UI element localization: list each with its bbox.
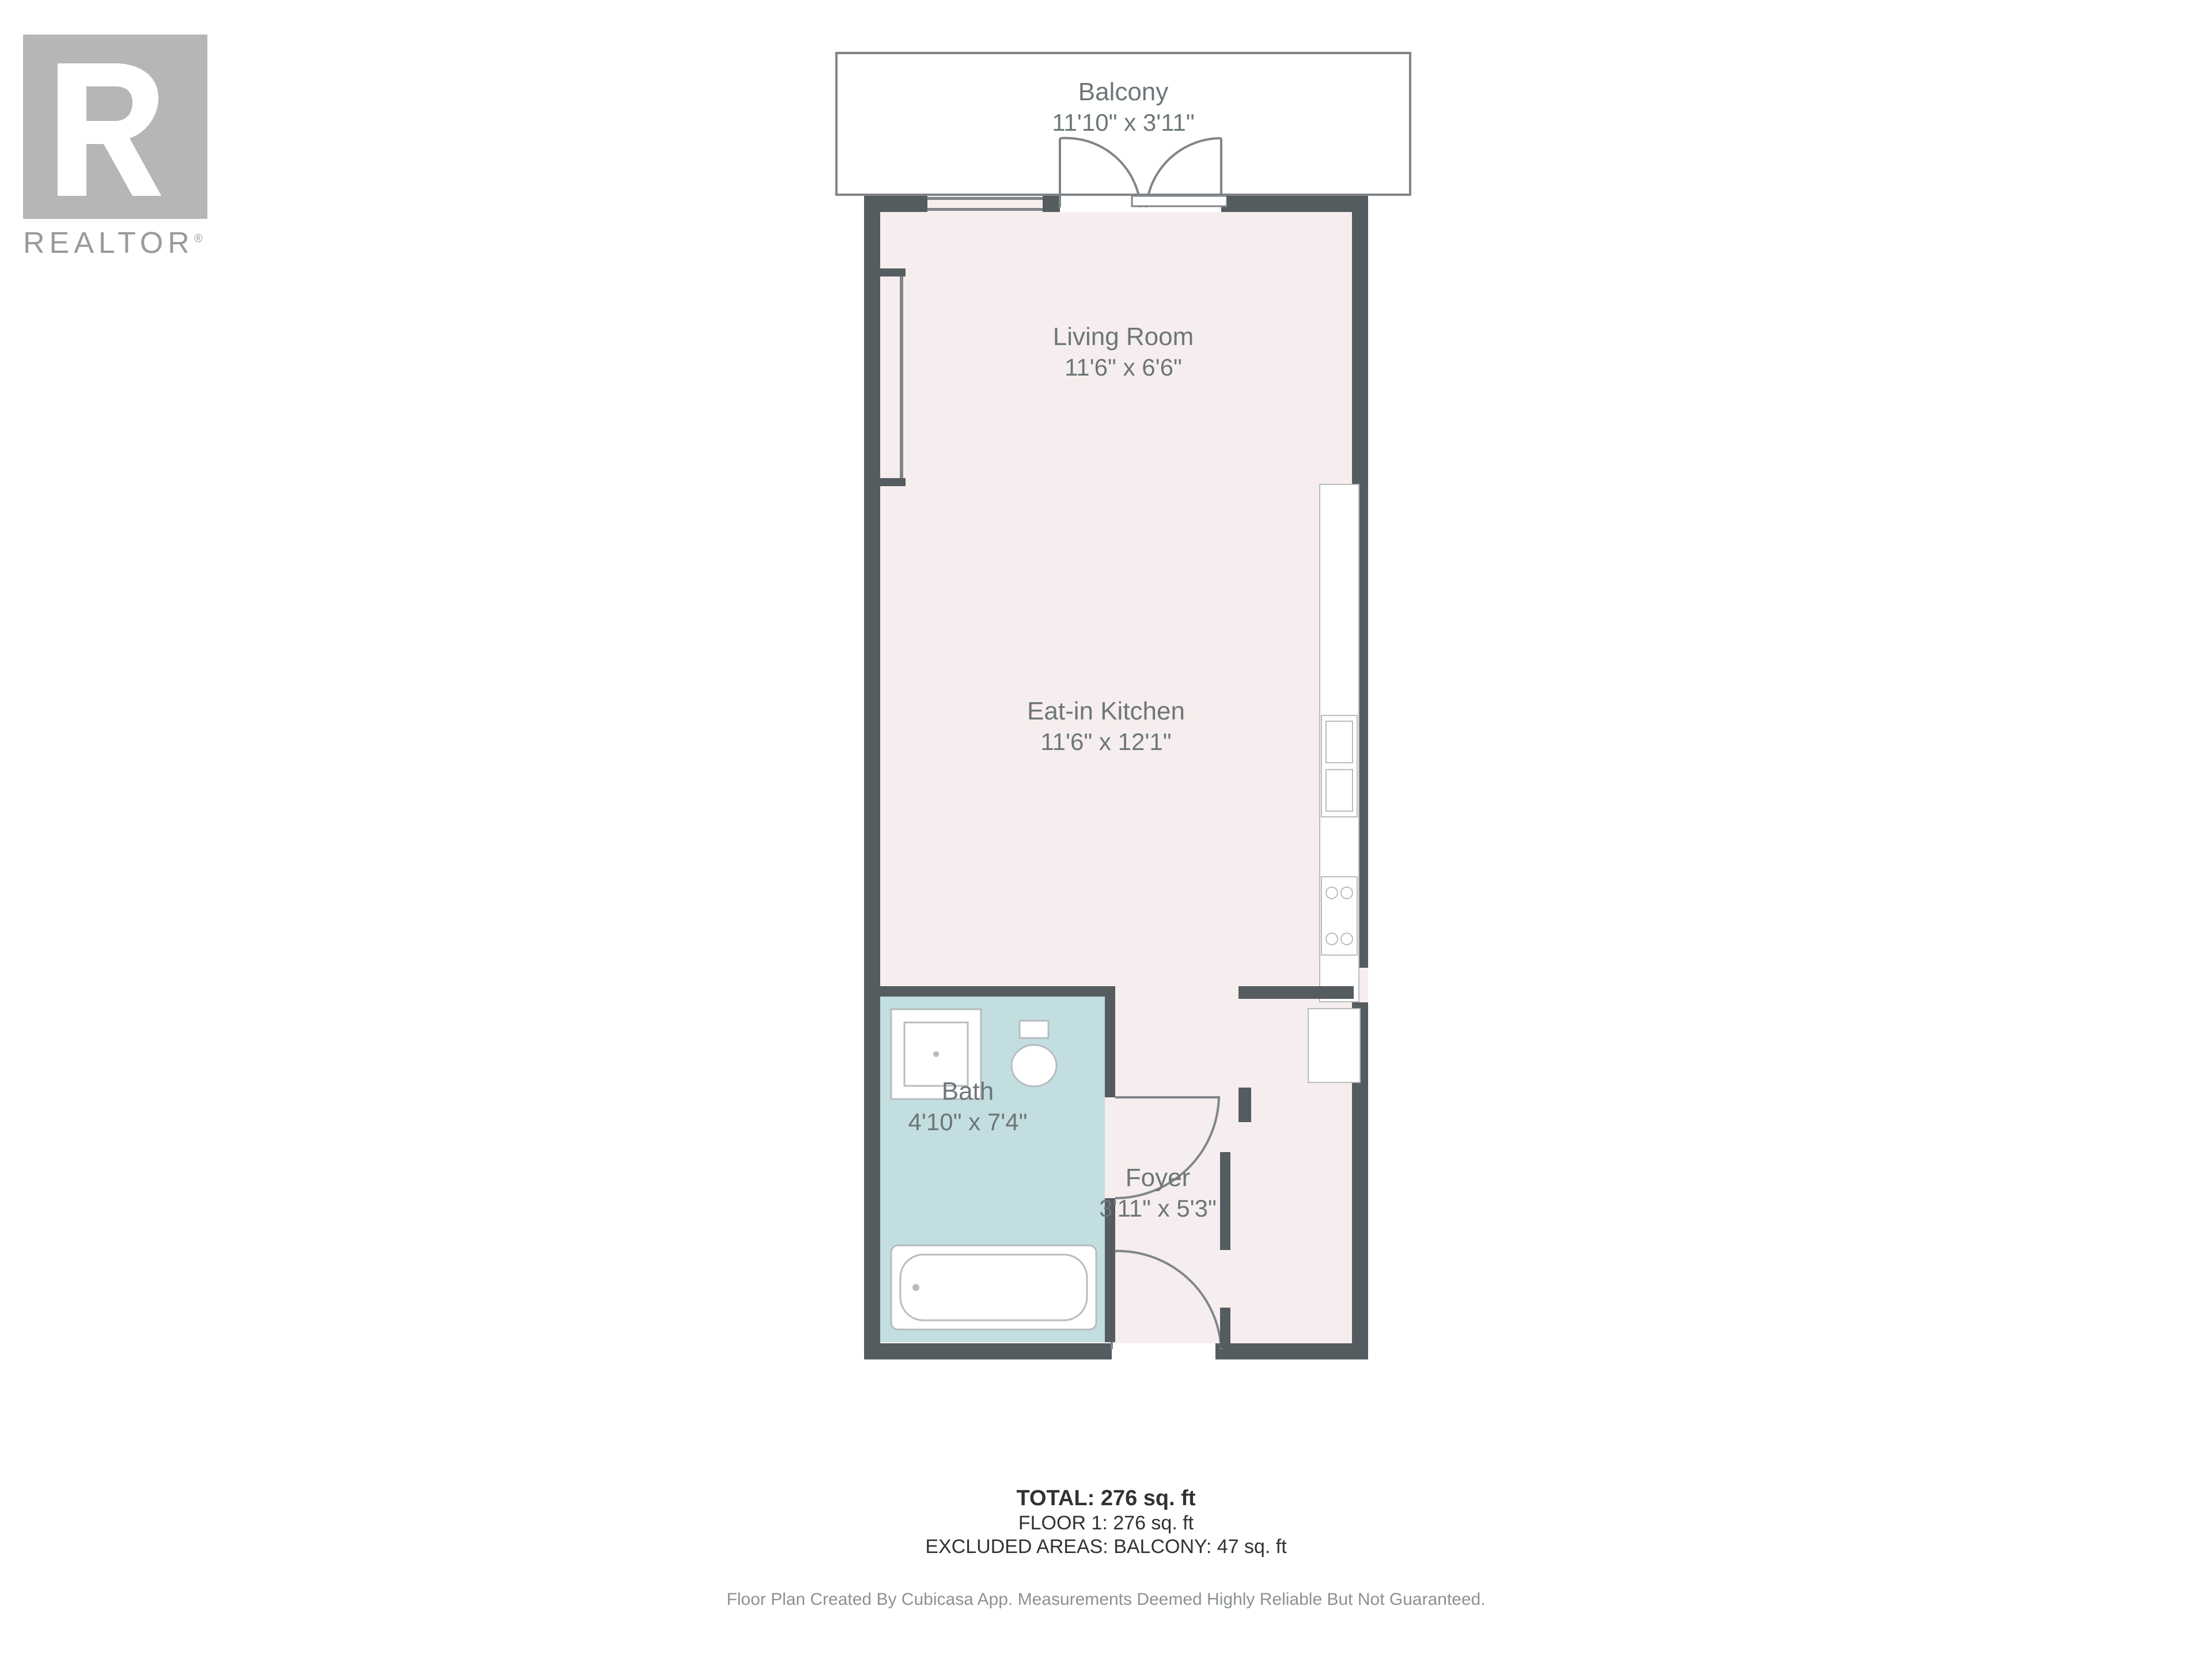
room-name: Eat-in Kitchen bbox=[991, 697, 1221, 726]
room-dim: 11'6" x 12'1" bbox=[991, 728, 1221, 756]
room-label-kitchen: Eat-in Kitchen11'6" x 12'1" bbox=[991, 697, 1221, 756]
wall-left bbox=[864, 196, 880, 1359]
room-label-living: Living Room 11'6" x 6'6" bbox=[1008, 323, 1238, 381]
entry-door-icon bbox=[1106, 1240, 1233, 1355]
realtor-logo: REALTOR® bbox=[23, 35, 207, 260]
closet-bot bbox=[880, 478, 906, 486]
registered-icon: ® bbox=[194, 233, 207, 245]
footer-totals: TOTAL: 276 sq. ft FLOOR 1: 276 sq. ft EX… bbox=[0, 1486, 2212, 1558]
bath-wall-top bbox=[880, 986, 1115, 997]
total-value: 276 sq. ft bbox=[1101, 1486, 1196, 1510]
room-label-foyer: Foyer 3'11" x 5'3" bbox=[1043, 1164, 1273, 1222]
room-name: Balcony bbox=[1008, 78, 1238, 107]
letter-r-icon bbox=[46, 58, 161, 202]
closet-top bbox=[880, 268, 906, 276]
bathtub-icon bbox=[890, 1244, 1097, 1331]
total-line: TOTAL: 276 sq. ft bbox=[0, 1486, 2212, 1511]
closet-door-line bbox=[900, 276, 903, 478]
room-name: Bath bbox=[853, 1077, 1083, 1106]
realtor-label: REALTOR bbox=[23, 226, 194, 260]
foyer-wall-right-gap bbox=[1220, 1250, 1230, 1308]
realtor-logo-box bbox=[23, 35, 207, 219]
room-dim: 3'11" x 5'3" bbox=[1043, 1195, 1273, 1222]
stub-wall-1 bbox=[1238, 986, 1354, 999]
room-dim: 11'6" x 6'6" bbox=[1008, 354, 1238, 381]
room-label-balcony: Balcony11'10" x 3'11" bbox=[1008, 78, 1238, 137]
room-name: Living Room bbox=[1008, 323, 1238, 351]
stove-icon bbox=[1320, 876, 1358, 956]
room-dim: 11'10" x 3'11" bbox=[1008, 109, 1238, 137]
floor1-line: FLOOR 1: 276 sq. ft bbox=[0, 1512, 2212, 1535]
total-label: TOTAL: bbox=[1016, 1486, 1094, 1510]
realtor-text: REALTOR® bbox=[23, 226, 207, 260]
floor-plan: Balcony11'10" x 3'11" Living Room 11'6" x … bbox=[835, 52, 1411, 1377]
window-left-line1 bbox=[927, 197, 1043, 200]
stub-wall-2 bbox=[1238, 1088, 1251, 1122]
disclaimer: Floor Plan Created By Cubicasa App. Meas… bbox=[0, 1590, 2212, 1609]
excluded-line: EXCLUDED AREAS: BALCONY: 47 sq. ft bbox=[0, 1536, 2212, 1558]
window-left-line2 bbox=[927, 208, 1043, 211]
canvas: REALTOR® Balcony11'10" x 3'11" Living Roo… bbox=[0, 0, 2212, 1659]
sink-icon bbox=[1320, 714, 1358, 818]
room-name: Foyer bbox=[1043, 1164, 1273, 1192]
fridge bbox=[1308, 1008, 1361, 1083]
room-dim: 4'10" x 7'4" bbox=[853, 1108, 1083, 1136]
room-label-bath: Bath4'10" x 7'4" bbox=[853, 1077, 1083, 1136]
